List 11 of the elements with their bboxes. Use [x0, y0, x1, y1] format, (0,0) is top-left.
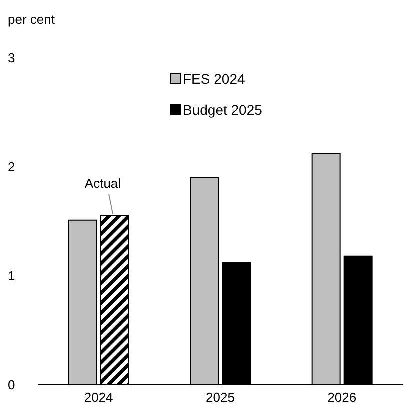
y-tick-label: 2	[8, 160, 16, 175]
legend-label: FES 2024	[183, 70, 246, 86]
y-tick-label: 1	[8, 268, 16, 284]
x-tick-label: 2026	[328, 390, 357, 406]
legend-label: Budget 2025	[183, 102, 262, 118]
x-tick-label: 2025	[206, 390, 235, 406]
x-tick-label: 2024	[84, 390, 114, 406]
y-tick-label: 3	[8, 50, 16, 66]
y-axis-title: per cent	[8, 12, 55, 27]
annotation: Actual	[84, 176, 122, 192]
y-tick-label: 0	[8, 378, 16, 393]
